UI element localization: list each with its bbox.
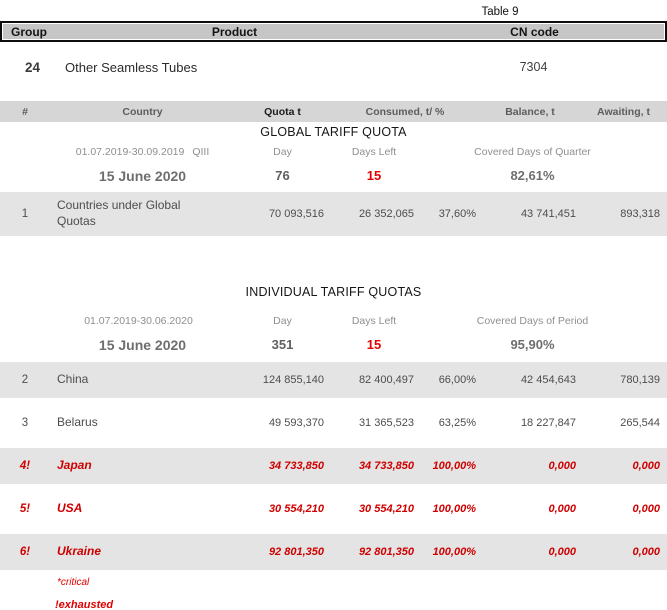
cn-code-value: 7304 [519,60,548,74]
individual-section-title: INDIVIDUAL TARIFF QUOTAS [245,285,422,299]
global-days-left-label: Days Left [351,145,397,158]
percent-cell: 37,60% [438,208,476,220]
balance-cell: 0,000 [548,503,576,515]
col-header-balance: Balance, t [505,105,555,118]
individual-date: 15 June 2020 [98,336,187,353]
country-cell: Belarus [57,415,98,430]
percent-cell: 100,00% [432,503,476,515]
row-number: 3 [21,417,29,429]
table-row-china: 2 China 124 855,140 82 400,497 66,00% 42… [0,362,667,398]
consumed-cell: 34 733,850 [358,460,414,472]
row-number: 1 [21,208,29,220]
quota-cell: 124 855,140 [262,374,324,386]
global-days-left-value: 15 [366,168,382,183]
consumed-cell: 26 352,065 [358,208,414,220]
consumed-cell: 30 554,210 [358,503,414,515]
individual-days-left-value: 15 [366,337,382,352]
global-covered-value: 82,61% [510,168,555,183]
balance-cell: 43 741,451 [520,208,576,220]
table-row-belarus: 3 Belarus 49 593,370 31 365,523 63,25% 1… [0,405,667,441]
global-date: 15 June 2020 [98,167,187,184]
country-cell: China [57,372,89,387]
global-day-value: 76 [275,168,290,183]
global-period-row: 01.07.2019-30.09.2019 QIII Day Days Left … [0,141,667,162]
percent-cell: 66,00% [438,374,476,386]
balance-cell: 0,000 [548,460,576,472]
balance-cell: 0,000 [548,546,576,558]
table-caption: Table 9 [481,6,519,18]
quota-cell: 34 733,850 [268,460,324,472]
table-row-ukraine: 6! Ukraine 92 801,350 92 801,350 100,00%… [0,534,667,570]
quota-cell: 49 593,370 [268,417,324,429]
row-number: 5! [19,503,31,515]
awaiting-cell: 0,000 [632,503,660,515]
row-number: 4! [19,460,31,472]
individual-day-label: Day [273,314,292,327]
column-header-row: # Country Quota t Consumed, t/ % Balance… [0,101,667,122]
col-header-quota: Quota t [264,105,301,118]
product-value: Other Seamless Tubes [65,59,198,75]
quota-cell: 70 093,516 [268,208,324,220]
country-cell: USA [57,501,83,516]
product-row: 24 Other Seamless Tubes 7304 [0,55,667,79]
balance-cell: 18 227,847 [520,417,576,429]
row-number: 2 [21,374,29,386]
percent-cell: 63,25% [438,417,476,429]
individual-values-row: 15 June 2020 351 15 95,90% [0,331,667,358]
global-day-label: Day [273,145,292,158]
country-cell: Countries under Global Quotas [57,198,181,228]
awaiting-cell: 780,139 [620,374,660,386]
col-header-country: Country [122,105,163,118]
row-number: 6! [19,546,31,558]
percent-cell: 100,00% [432,460,476,472]
balance-cell: 42 454,643 [520,374,576,386]
global-period: 01.07.2019-30.09.2019 QIII [75,145,210,158]
group-value: 24 [24,59,41,75]
individual-period-row: 01.07.2019-30.06.2020 Day Days Left Cove… [0,310,667,331]
quota-cell: 92 801,350 [268,546,324,558]
global-covered-label: Covered Days of Quarter [474,145,591,158]
global-period-suffix: QIII [192,145,210,158]
consumed-cell: 31 365,523 [358,417,414,429]
awaiting-cell: 893,318 [620,208,660,220]
header-cn-code: CN code [510,24,559,39]
consumed-cell: 92 801,350 [358,546,414,558]
individual-covered-label: Covered Days of Period [476,314,589,327]
header-product: Product [211,24,258,39]
individual-day-value: 351 [271,337,294,352]
global-section-title: GLOBAL TARIFF QUOTA [260,125,407,139]
awaiting-cell: 0,000 [632,460,660,472]
global-values-row: 15 June 2020 76 15 82,61% [0,162,667,189]
individual-period: 01.07.2019-30.06.2020 [84,314,193,327]
percent-cell: 100,00% [432,546,476,558]
country-cell: Ukraine [57,544,102,559]
col-header-num: # [22,105,28,118]
individual-covered-value: 95,90% [510,337,555,352]
awaiting-cell: 0,000 [632,546,660,558]
group-product-header-row: Group Product CN code [0,21,667,42]
col-header-awaiting: Awaiting, t [597,105,650,118]
table-row-usa: 5! USA 30 554,210 30 554,210 100,00% 0,0… [0,491,667,527]
individual-days-left-label: Days Left [351,314,397,327]
quota-cell: 30 554,210 [268,503,324,515]
footnote-exhausted: !exhausted [55,599,114,610]
footnote-critical: *critical [57,577,90,588]
table-row-global-quotas: 1 Countries under Global Quotas 70 093,5… [0,192,667,236]
country-cell: Japan [57,458,92,473]
awaiting-cell: 265,544 [620,417,660,429]
consumed-cell: 82 400,497 [358,374,414,386]
header-group: Group [11,24,47,39]
table-row-japan: 4! Japan 34 733,850 34 733,850 100,00% 0… [0,448,667,484]
col-header-consumed: Consumed, t/ % [365,105,445,118]
